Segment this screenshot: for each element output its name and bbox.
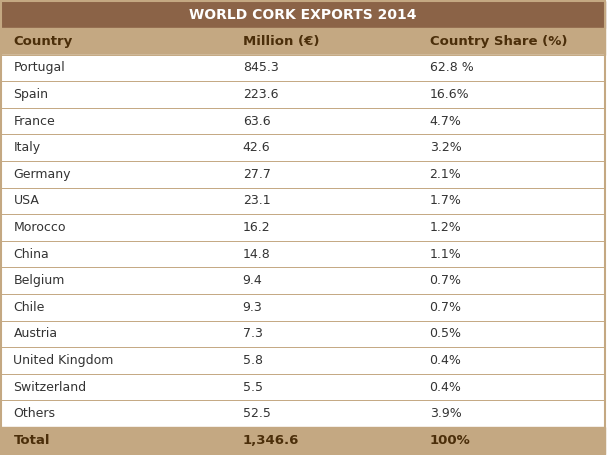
Text: Chile: Chile — [13, 301, 45, 314]
Text: 5.8: 5.8 — [243, 354, 263, 367]
Bar — [1, 134, 605, 161]
Text: 52.5: 52.5 — [243, 407, 271, 420]
Text: 42.6: 42.6 — [243, 141, 270, 154]
Text: 1.7%: 1.7% — [430, 194, 461, 207]
Text: 223.6: 223.6 — [243, 88, 278, 101]
Text: 9.3: 9.3 — [243, 301, 262, 314]
Text: Germany: Germany — [13, 168, 71, 181]
Text: 1,346.6: 1,346.6 — [243, 434, 299, 447]
Text: 23.1: 23.1 — [243, 194, 270, 207]
Text: Morocco: Morocco — [13, 221, 66, 234]
Text: 0.5%: 0.5% — [430, 328, 461, 340]
Text: 0.4%: 0.4% — [430, 381, 461, 394]
Bar — [1, 28, 605, 55]
Bar — [1, 108, 605, 134]
Text: France: France — [13, 115, 55, 127]
Text: Belgium: Belgium — [13, 274, 65, 287]
Text: 9.4: 9.4 — [243, 274, 262, 287]
Bar — [1, 321, 605, 347]
Bar — [1, 241, 605, 268]
Text: 0.7%: 0.7% — [430, 301, 461, 314]
Bar — [1, 400, 605, 427]
Text: 3.2%: 3.2% — [430, 141, 461, 154]
Text: USA: USA — [13, 194, 39, 207]
Text: China: China — [13, 248, 49, 261]
Text: 1.1%: 1.1% — [430, 248, 461, 261]
Text: 4.7%: 4.7% — [430, 115, 461, 127]
Text: Portugal: Portugal — [13, 61, 65, 74]
Text: 62.8 %: 62.8 % — [430, 61, 473, 74]
Bar — [1, 268, 605, 294]
Text: 16.6%: 16.6% — [430, 88, 469, 101]
Text: Others: Others — [13, 407, 55, 420]
Bar — [1, 187, 605, 214]
Text: 7.3: 7.3 — [243, 328, 262, 340]
Text: 63.6: 63.6 — [243, 115, 270, 127]
Text: Country Share (%): Country Share (%) — [430, 35, 567, 48]
Text: Million (€): Million (€) — [243, 35, 319, 48]
Text: Switzerland: Switzerland — [13, 381, 87, 394]
Bar — [1, 347, 605, 374]
Bar — [1, 374, 605, 400]
Text: 3.9%: 3.9% — [430, 407, 461, 420]
Text: 16.2: 16.2 — [243, 221, 270, 234]
Text: 0.4%: 0.4% — [430, 354, 461, 367]
Text: 5.5: 5.5 — [243, 381, 263, 394]
Text: WORLD CORK EXPORTS 2014: WORLD CORK EXPORTS 2014 — [189, 8, 417, 22]
Text: 27.7: 27.7 — [243, 168, 271, 181]
Bar — [1, 161, 605, 187]
Text: 2.1%: 2.1% — [430, 168, 461, 181]
Bar — [1, 214, 605, 241]
Bar — [1, 55, 605, 81]
Text: 845.3: 845.3 — [243, 61, 279, 74]
Text: Country: Country — [13, 35, 73, 48]
Text: United Kingdom: United Kingdom — [13, 354, 114, 367]
Bar — [1, 294, 605, 321]
Text: 14.8: 14.8 — [243, 248, 270, 261]
Text: 100%: 100% — [430, 434, 470, 447]
Text: Spain: Spain — [13, 88, 49, 101]
Bar — [1, 427, 605, 454]
Text: Austria: Austria — [13, 328, 58, 340]
Text: 0.7%: 0.7% — [430, 274, 461, 287]
Text: Italy: Italy — [13, 141, 41, 154]
Text: Total: Total — [13, 434, 50, 447]
Bar — [1, 1, 605, 28]
Bar — [1, 81, 605, 108]
Text: 1.2%: 1.2% — [430, 221, 461, 234]
